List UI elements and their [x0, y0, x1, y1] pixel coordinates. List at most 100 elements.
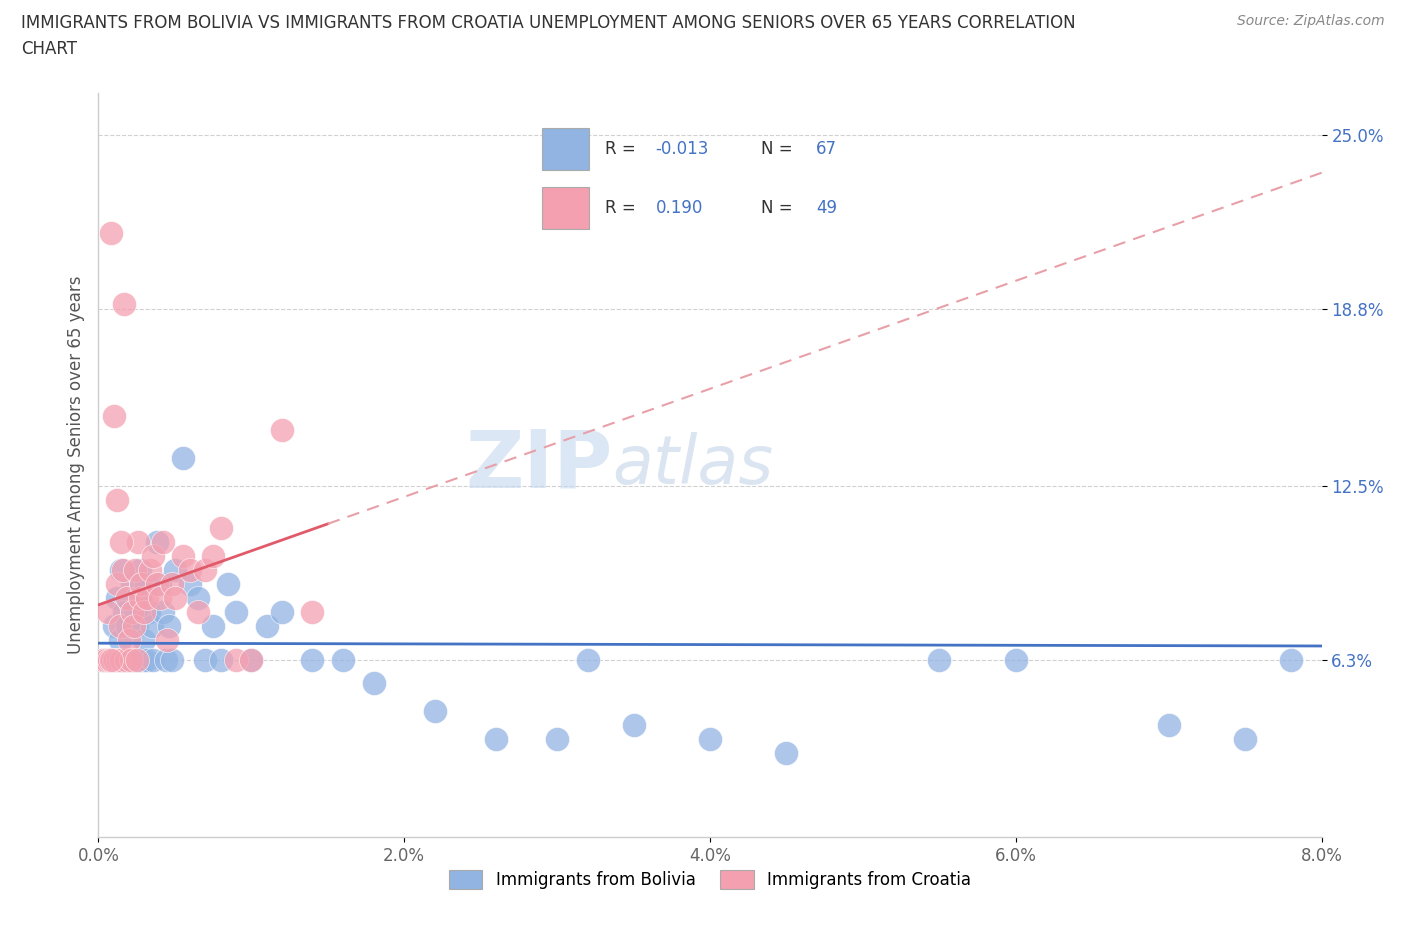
- Point: [125, 619, 148, 634]
- Point: [107, 653, 129, 668]
- Point: [97, 653, 120, 668]
- Point: [270, 422, 294, 437]
- Point: [91, 653, 114, 668]
- Point: [179, 577, 201, 591]
- Point: [115, 653, 138, 668]
- Point: [301, 653, 323, 668]
- Point: [187, 591, 209, 605]
- Point: [135, 577, 157, 591]
- Text: ZIP: ZIP: [465, 426, 612, 504]
- Point: [1004, 653, 1026, 668]
- Point: [145, 577, 167, 591]
- Legend: Immigrants from Bolivia, Immigrants from Croatia: Immigrants from Bolivia, Immigrants from…: [443, 863, 977, 896]
- Point: [132, 653, 155, 668]
- Point: [128, 563, 150, 578]
- Point: [157, 619, 180, 634]
- Point: [120, 653, 142, 668]
- Point: [127, 653, 149, 668]
- Point: [179, 563, 201, 578]
- Point: [117, 619, 139, 634]
- Point: [363, 675, 385, 690]
- Text: Source: ZipAtlas.com: Source: ZipAtlas.com: [1237, 14, 1385, 28]
- Point: [270, 604, 294, 619]
- Point: [699, 731, 721, 746]
- Point: [256, 619, 278, 634]
- Point: [108, 619, 131, 634]
- Point: [112, 604, 135, 619]
- Point: [105, 577, 128, 591]
- Point: [209, 521, 232, 536]
- Point: [103, 408, 125, 423]
- Point: [122, 653, 145, 668]
- Point: [194, 563, 217, 578]
- Point: [120, 653, 142, 668]
- Text: IMMIGRANTS FROM BOLIVIA VS IMMIGRANTS FROM CROATIA UNEMPLOYMENT AMONG SENIORS OV: IMMIGRANTS FROM BOLIVIA VS IMMIGRANTS FR…: [21, 14, 1076, 32]
- Point: [110, 653, 132, 668]
- Y-axis label: Unemployment Among Seniors over 65 years: Unemployment Among Seniors over 65 years: [66, 276, 84, 654]
- Point: [142, 653, 165, 668]
- Point: [103, 619, 125, 634]
- Point: [100, 653, 122, 668]
- Point: [172, 450, 194, 465]
- Point: [136, 591, 159, 605]
- Point: [155, 653, 177, 668]
- Point: [118, 653, 141, 668]
- Point: [124, 563, 146, 578]
- Point: [149, 577, 172, 591]
- Point: [1279, 653, 1302, 668]
- Point: [111, 563, 134, 578]
- Point: [94, 653, 117, 668]
- Point: [149, 591, 172, 605]
- Point: [139, 563, 162, 578]
- Point: [225, 653, 247, 668]
- Point: [91, 653, 114, 668]
- Point: [97, 604, 120, 619]
- Point: [108, 633, 131, 648]
- Point: [1157, 717, 1180, 732]
- Point: [141, 619, 163, 634]
- Point: [110, 653, 132, 668]
- Point: [115, 653, 138, 668]
- Text: CHART: CHART: [21, 40, 77, 58]
- Point: [187, 604, 209, 619]
- Point: [125, 653, 148, 668]
- Point: [129, 591, 152, 605]
- Point: [301, 604, 323, 619]
- Point: [775, 745, 797, 760]
- Point: [163, 563, 186, 578]
- Point: [134, 633, 156, 648]
- Point: [163, 591, 186, 605]
- Point: [122, 619, 145, 634]
- Point: [136, 653, 159, 668]
- Point: [576, 653, 599, 668]
- Point: [121, 577, 143, 591]
- Point: [118, 633, 141, 648]
- Point: [117, 591, 139, 605]
- Point: [110, 563, 132, 578]
- Point: [209, 653, 232, 668]
- Point: [152, 604, 174, 619]
- Point: [332, 653, 354, 668]
- Point: [1234, 731, 1257, 746]
- Point: [121, 604, 143, 619]
- Point: [194, 653, 217, 668]
- Point: [127, 535, 149, 550]
- Point: [928, 653, 950, 668]
- Point: [134, 604, 156, 619]
- Point: [129, 577, 152, 591]
- Point: [160, 577, 183, 591]
- Point: [112, 296, 135, 311]
- Point: [107, 653, 129, 668]
- Point: [124, 604, 146, 619]
- Point: [104, 653, 127, 668]
- Point: [138, 604, 160, 619]
- Point: [217, 577, 239, 591]
- Point: [240, 653, 263, 668]
- Point: [101, 653, 124, 668]
- Point: [423, 703, 446, 718]
- Point: [145, 535, 167, 550]
- Point: [240, 653, 263, 668]
- Point: [485, 731, 508, 746]
- Point: [100, 653, 122, 668]
- Point: [100, 226, 122, 241]
